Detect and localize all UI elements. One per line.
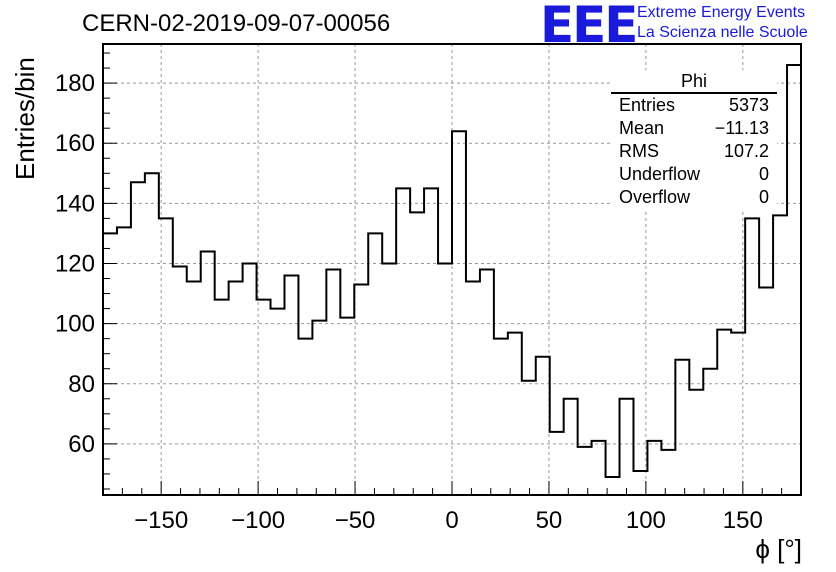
eee-logo: EEE (540, 0, 638, 54)
stats-row: RMS 107.2 (611, 140, 777, 163)
stats-label: Entries (619, 95, 676, 115)
logo-line-2: La Scienza nelle Scuole (637, 24, 808, 41)
y-tick-label: 60 (68, 431, 95, 458)
stats-label: Mean (619, 118, 665, 138)
y-axis-ticks: 60 80 100 120 140 160 180 (55, 52, 117, 490)
x-tick-label: 0 (445, 507, 458, 534)
stats-title: Phi (611, 70, 777, 94)
x-tick-label: 150 (723, 507, 763, 534)
histogram-line (103, 64, 801, 478)
y-axis-label: Entries/bin (10, 57, 40, 180)
stats-value: 0 (758, 187, 769, 207)
stats-label: RMS (619, 141, 659, 161)
y-tick-label: 140 (55, 190, 95, 217)
stats-value: 5373 (728, 95, 769, 115)
logo-line-1: Extreme Energy Events (637, 4, 806, 21)
x-tick-label: −100 (231, 507, 285, 534)
x-tick-label: −50 (335, 507, 376, 534)
stats-row: Entries 5373 (611, 94, 777, 117)
stats-box: Phi Entries 5373 Mean −11.13 RMS 107.2 Unde… (611, 70, 777, 209)
stats-label: Underflow (619, 164, 701, 184)
stats-row: Overflow 0 (611, 186, 777, 209)
stats-value: 0 (758, 164, 769, 184)
y-tick-label: 160 (55, 130, 95, 157)
stats-label: Overflow (619, 187, 691, 207)
stats-row: Underflow 0 (611, 163, 777, 186)
x-tick-label: 50 (536, 507, 563, 534)
run-title: CERN-02-2019-09-07-00056 (82, 10, 391, 37)
y-tick-label: 100 (55, 311, 95, 338)
y-tick-label: 120 (55, 250, 95, 277)
stats-row: Mean −11.13 (611, 117, 777, 140)
x-tick-label: 100 (626, 507, 666, 534)
x-axis-ticks: −150 −100 −50 0 50 100 150 (121, 481, 783, 534)
stats-value: −11.13 (714, 118, 769, 138)
x-tick-label: −150 (134, 507, 188, 534)
y-tick-label: 80 (68, 371, 95, 398)
x-axis-label: ϕ [°] (755, 534, 802, 564)
stats-value: 107.2 (723, 141, 769, 161)
y-tick-label: 180 (55, 70, 95, 97)
